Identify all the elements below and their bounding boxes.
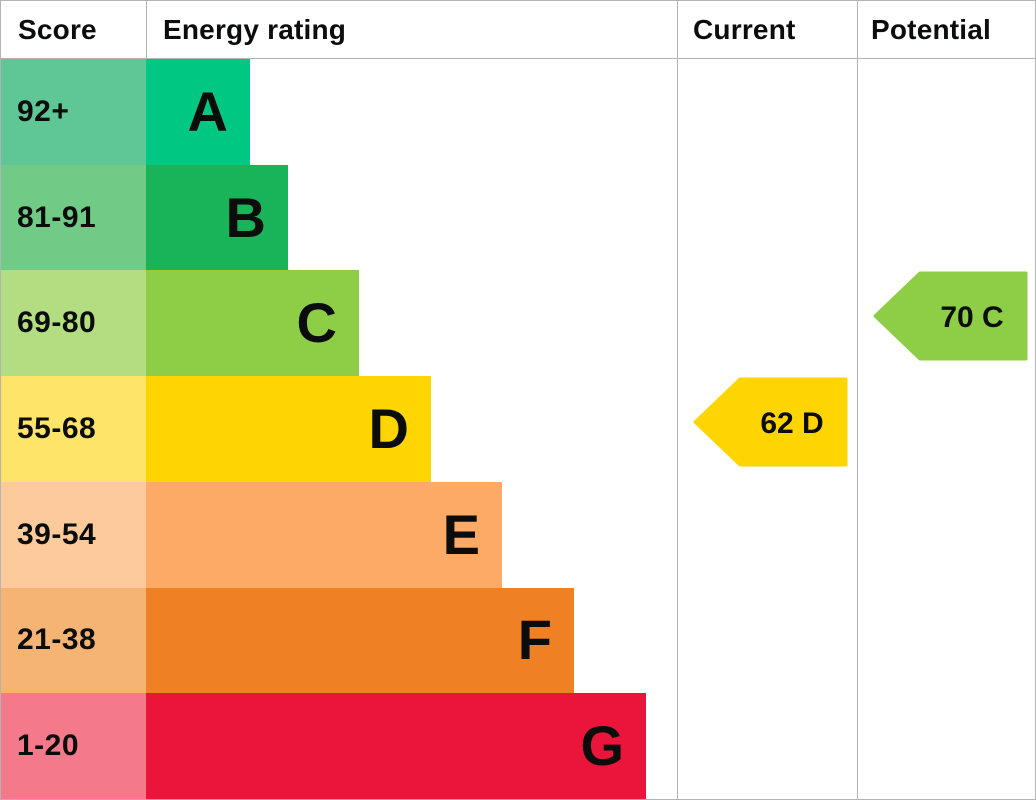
potential-rating-label: 70 C — [940, 301, 1003, 334]
band-g-letter: G — [580, 714, 624, 778]
band-c-score-range: 69-80 — [1, 270, 146, 377]
current-column-header: Current — [693, 13, 796, 45]
band-b-score-range: 81-91 — [1, 164, 146, 271]
band-f-bar: F — [146, 587, 574, 694]
band-c-letter: C — [296, 291, 337, 355]
current-column-divider — [677, 1, 678, 799]
band-row-b: 81-91 B — [1, 164, 1035, 271]
current-rating-arrow: 62 D — [693, 377, 848, 467]
band-rows: 92+ A 81-91 B 69-80 C 55-68 D 39-54 E 21… — [1, 59, 1035, 799]
band-b-bar: B — [146, 164, 288, 271]
band-row-c: 69-80 C — [1, 270, 1035, 377]
band-d-bar: D — [146, 376, 431, 482]
band-g-bar: G — [146, 693, 646, 799]
current-rating-label: 62 D — [760, 407, 823, 440]
band-e-bar: E — [146, 481, 502, 588]
band-d-letter: D — [368, 397, 409, 461]
band-row-d: 55-68 D — [1, 376, 1035, 482]
band-e-score-range: 39-54 — [1, 481, 146, 588]
band-b-letter: B — [225, 185, 266, 249]
chart-header: Score Energy rating Current Potential — [1, 1, 1035, 59]
band-row-g: 1-20 G — [1, 693, 1035, 799]
potential-column-header: Potential — [871, 13, 992, 45]
band-a-bar: A — [146, 59, 250, 165]
potential-column-divider — [857, 1, 858, 799]
potential-rating-arrow: 70 C — [873, 271, 1028, 361]
band-f-letter: F — [517, 608, 552, 672]
band-c-bar: C — [146, 270, 359, 377]
band-d-score-range: 55-68 — [1, 376, 146, 482]
energy-rating-column-header: Energy rating — [163, 13, 347, 45]
band-g-score-range: 1-20 — [1, 693, 146, 799]
band-e-letter: E — [442, 502, 480, 566]
score-column-divider — [146, 1, 147, 58]
band-row-e: 39-54 E — [1, 481, 1035, 588]
band-row-f: 21-38 F — [1, 587, 1035, 694]
band-a-score-range: 92+ — [1, 59, 146, 165]
left-arrow-shape: 70 C — [873, 271, 1028, 361]
score-column-header: Score — [18, 13, 97, 45]
left-arrow-shape: 62 D — [693, 377, 848, 467]
band-row-a: 92+ A — [1, 59, 1035, 165]
band-f-score-range: 21-38 — [1, 587, 146, 694]
band-a-letter: A — [187, 79, 228, 143]
